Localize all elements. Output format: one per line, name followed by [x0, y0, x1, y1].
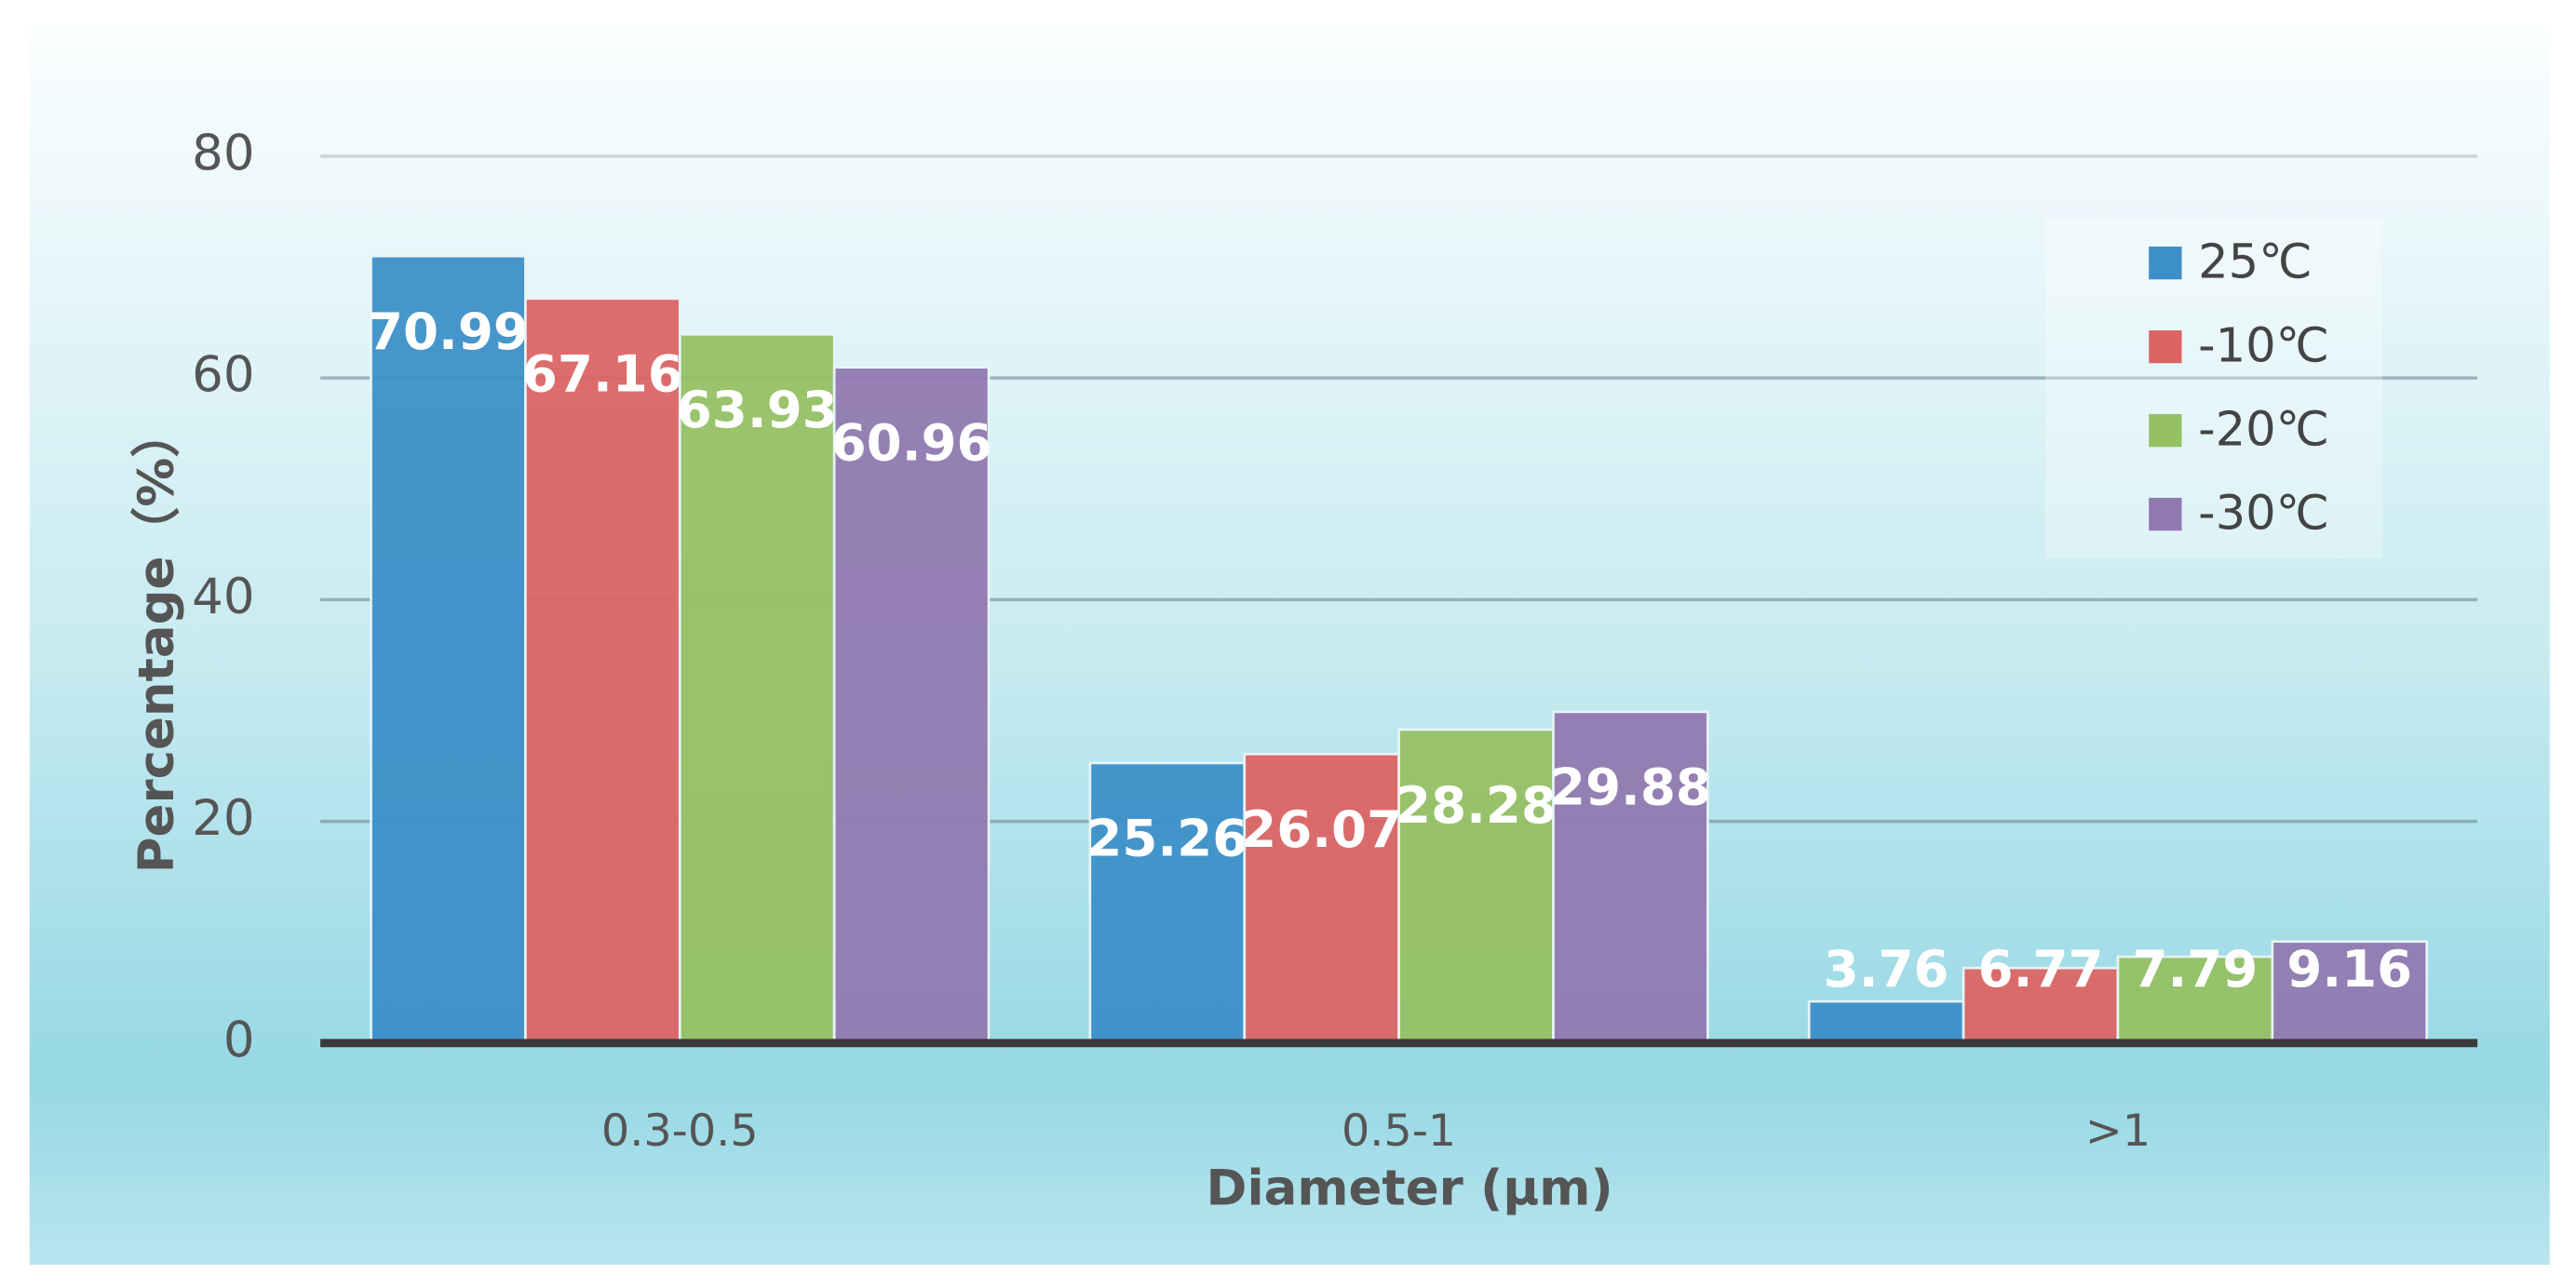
bar [678, 332, 836, 1045]
data-label: 29.88 [1550, 758, 1711, 817]
bar [370, 254, 527, 1045]
y-tick-label: 40 [192, 569, 254, 625]
y-tick-label: 20 [192, 790, 254, 847]
x-tick-label: 0.3-0.5 [601, 1106, 759, 1157]
data-label: 9.16 [2286, 939, 2412, 999]
x-tick-label: 0.5-1 [1342, 1106, 1456, 1157]
bar [1243, 752, 1400, 1045]
legend-label: -20℃ [2198, 402, 2329, 457]
data-label: 63.93 [677, 380, 838, 439]
y-tick-label: 60 [192, 347, 254, 404]
data-label: 25.26 [1086, 809, 1248, 868]
data-label: 28.28 [1396, 775, 1557, 835]
y-tick-label: 0 [223, 1012, 255, 1068]
data-label: 67.16 [522, 344, 683, 404]
bar [1962, 966, 2120, 1045]
bar [1807, 1000, 1965, 1045]
data-label: 26.07 [1241, 799, 1402, 859]
legend-swatch [2149, 329, 2182, 364]
y-tick-label: 80 [192, 126, 254, 182]
legend-label: 25℃ [2198, 235, 2313, 289]
data-label: 7.79 [2132, 939, 2258, 999]
data-label: 70.99 [368, 302, 529, 361]
data-label: 6.77 [1978, 939, 2104, 999]
legend-swatch [2149, 497, 2182, 531]
x-tick-label: >1 [2085, 1106, 2151, 1157]
bar [1397, 728, 1555, 1045]
y-axis-title: Percentage（%） [128, 409, 185, 874]
data-label: 60.96 [831, 413, 992, 473]
legend-label: -10℃ [2198, 318, 2329, 373]
x-axis-title: Diameter (μm) [1207, 1160, 1613, 1216]
legend-box [2045, 218, 2382, 559]
bar [2116, 955, 2274, 1045]
data-label: 3.76 [1824, 939, 1949, 999]
bar [1088, 761, 1247, 1045]
legend-label: -30℃ [2198, 486, 2329, 541]
bar [1552, 710, 1709, 1045]
legend-swatch [2149, 246, 2182, 280]
bar [524, 297, 681, 1045]
legend-swatch [2149, 413, 2182, 448]
bar [2271, 940, 2429, 1045]
